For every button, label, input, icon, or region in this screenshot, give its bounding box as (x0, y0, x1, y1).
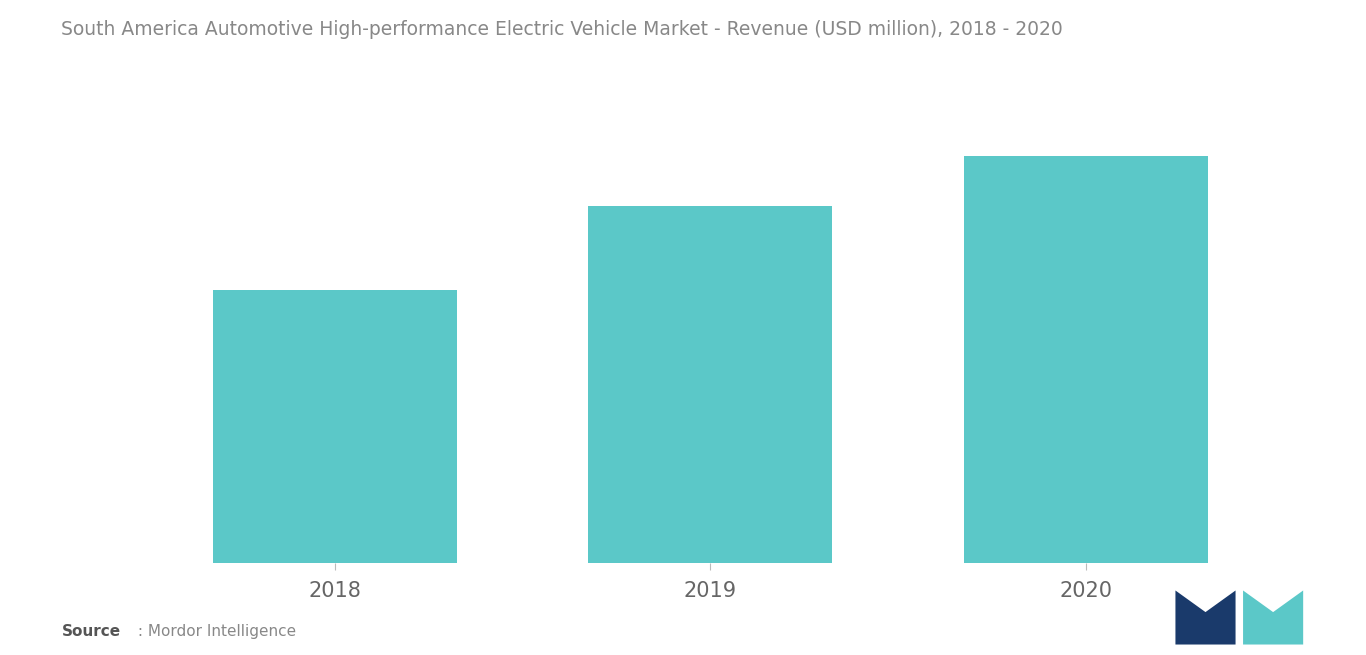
Bar (589, 206, 832, 563)
Bar (964, 157, 1208, 563)
Text: Source: Source (61, 624, 120, 639)
Text: South America Automotive High-performance Electric Vehicle Market - Revenue (USD: South America Automotive High-performanc… (61, 20, 1063, 39)
Text: : Mordor Intelligence: : Mordor Intelligence (133, 624, 295, 639)
Polygon shape (1175, 591, 1236, 645)
Polygon shape (1243, 591, 1303, 645)
Bar (213, 290, 456, 563)
